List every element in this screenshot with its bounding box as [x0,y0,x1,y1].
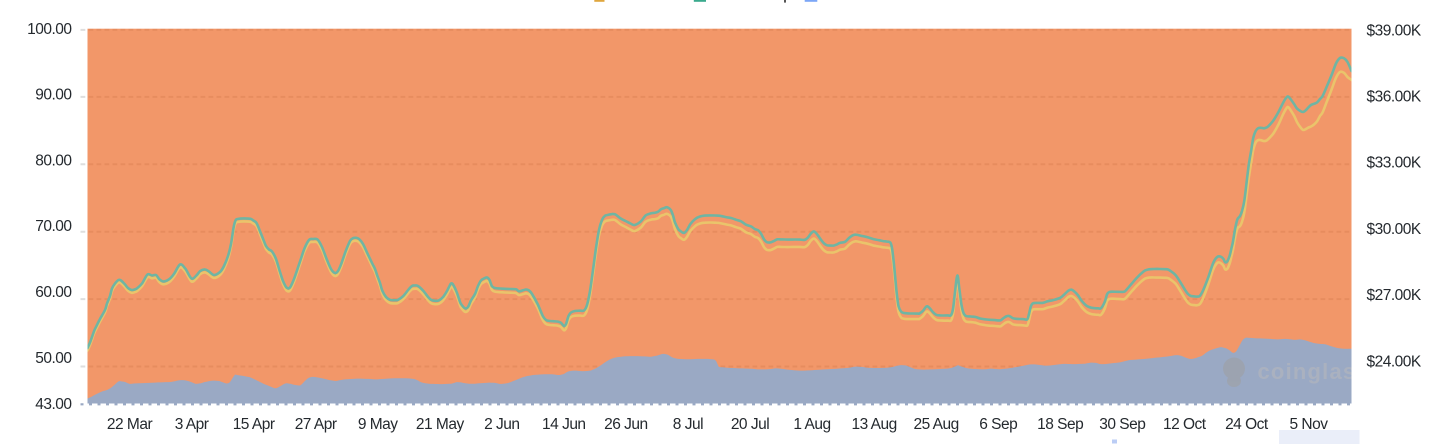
svg-text:15 Apr: 15 Apr [233,416,275,433]
svg-text:8 Jul: 8 Jul [673,416,703,433]
svg-text:25 Aug: 25 Aug [913,416,958,433]
svg-text:1 Aug: 1 Aug [793,416,830,433]
svg-text:3 Apr: 3 Apr [175,416,209,433]
svg-text:13 Aug: 13 Aug [851,416,896,433]
svg-text:100.00: 100.00 [27,21,72,38]
svg-text:coinglass: coinglass [1258,359,1370,384]
svg-text:6 Sep: 6 Sep [979,416,1017,433]
svg-text:60.00: 60.00 [35,284,72,301]
svg-text:$33.00K: $33.00K [1367,155,1422,172]
svg-text:21 May: 21 May [416,416,465,433]
svg-text:30 Sep: 30 Sep [1099,416,1145,433]
svg-text:$30.00K: $30.00K [1367,221,1422,238]
svg-text:50.00: 50.00 [35,350,72,367]
svg-text:9 May: 9 May [358,416,398,433]
svg-text:2 Jun: 2 Jun [484,416,519,433]
svg-text:$27.00K: $27.00K [1367,287,1422,304]
svg-text:5 Nov: 5 Nov [1290,416,1329,433]
svg-text:$36.00K: $36.00K [1367,89,1422,106]
svg-text:26 Jun: 26 Jun [604,416,648,433]
svg-text:$24.00K: $24.00K [1367,353,1422,370]
svg-text:70.00: 70.00 [35,218,72,235]
svg-text:43.00: 43.00 [35,396,72,413]
svg-text:18 Sep: 18 Sep [1037,416,1083,433]
svg-text:80.00: 80.00 [35,152,72,169]
svg-text:24 Oct: 24 Oct [1225,416,1269,433]
svg-text:90.00: 90.00 [35,87,72,104]
svg-text:20 Jul: 20 Jul [731,416,769,433]
svg-text:$39.00K: $39.00K [1367,22,1422,39]
svg-text:12 Oct: 12 Oct [1163,416,1207,433]
svg-text:14 Jun: 14 Jun [542,416,586,433]
svg-text:22 Mar: 22 Mar [107,416,153,433]
svg-text:27 Apr: 27 Apr [295,416,337,433]
